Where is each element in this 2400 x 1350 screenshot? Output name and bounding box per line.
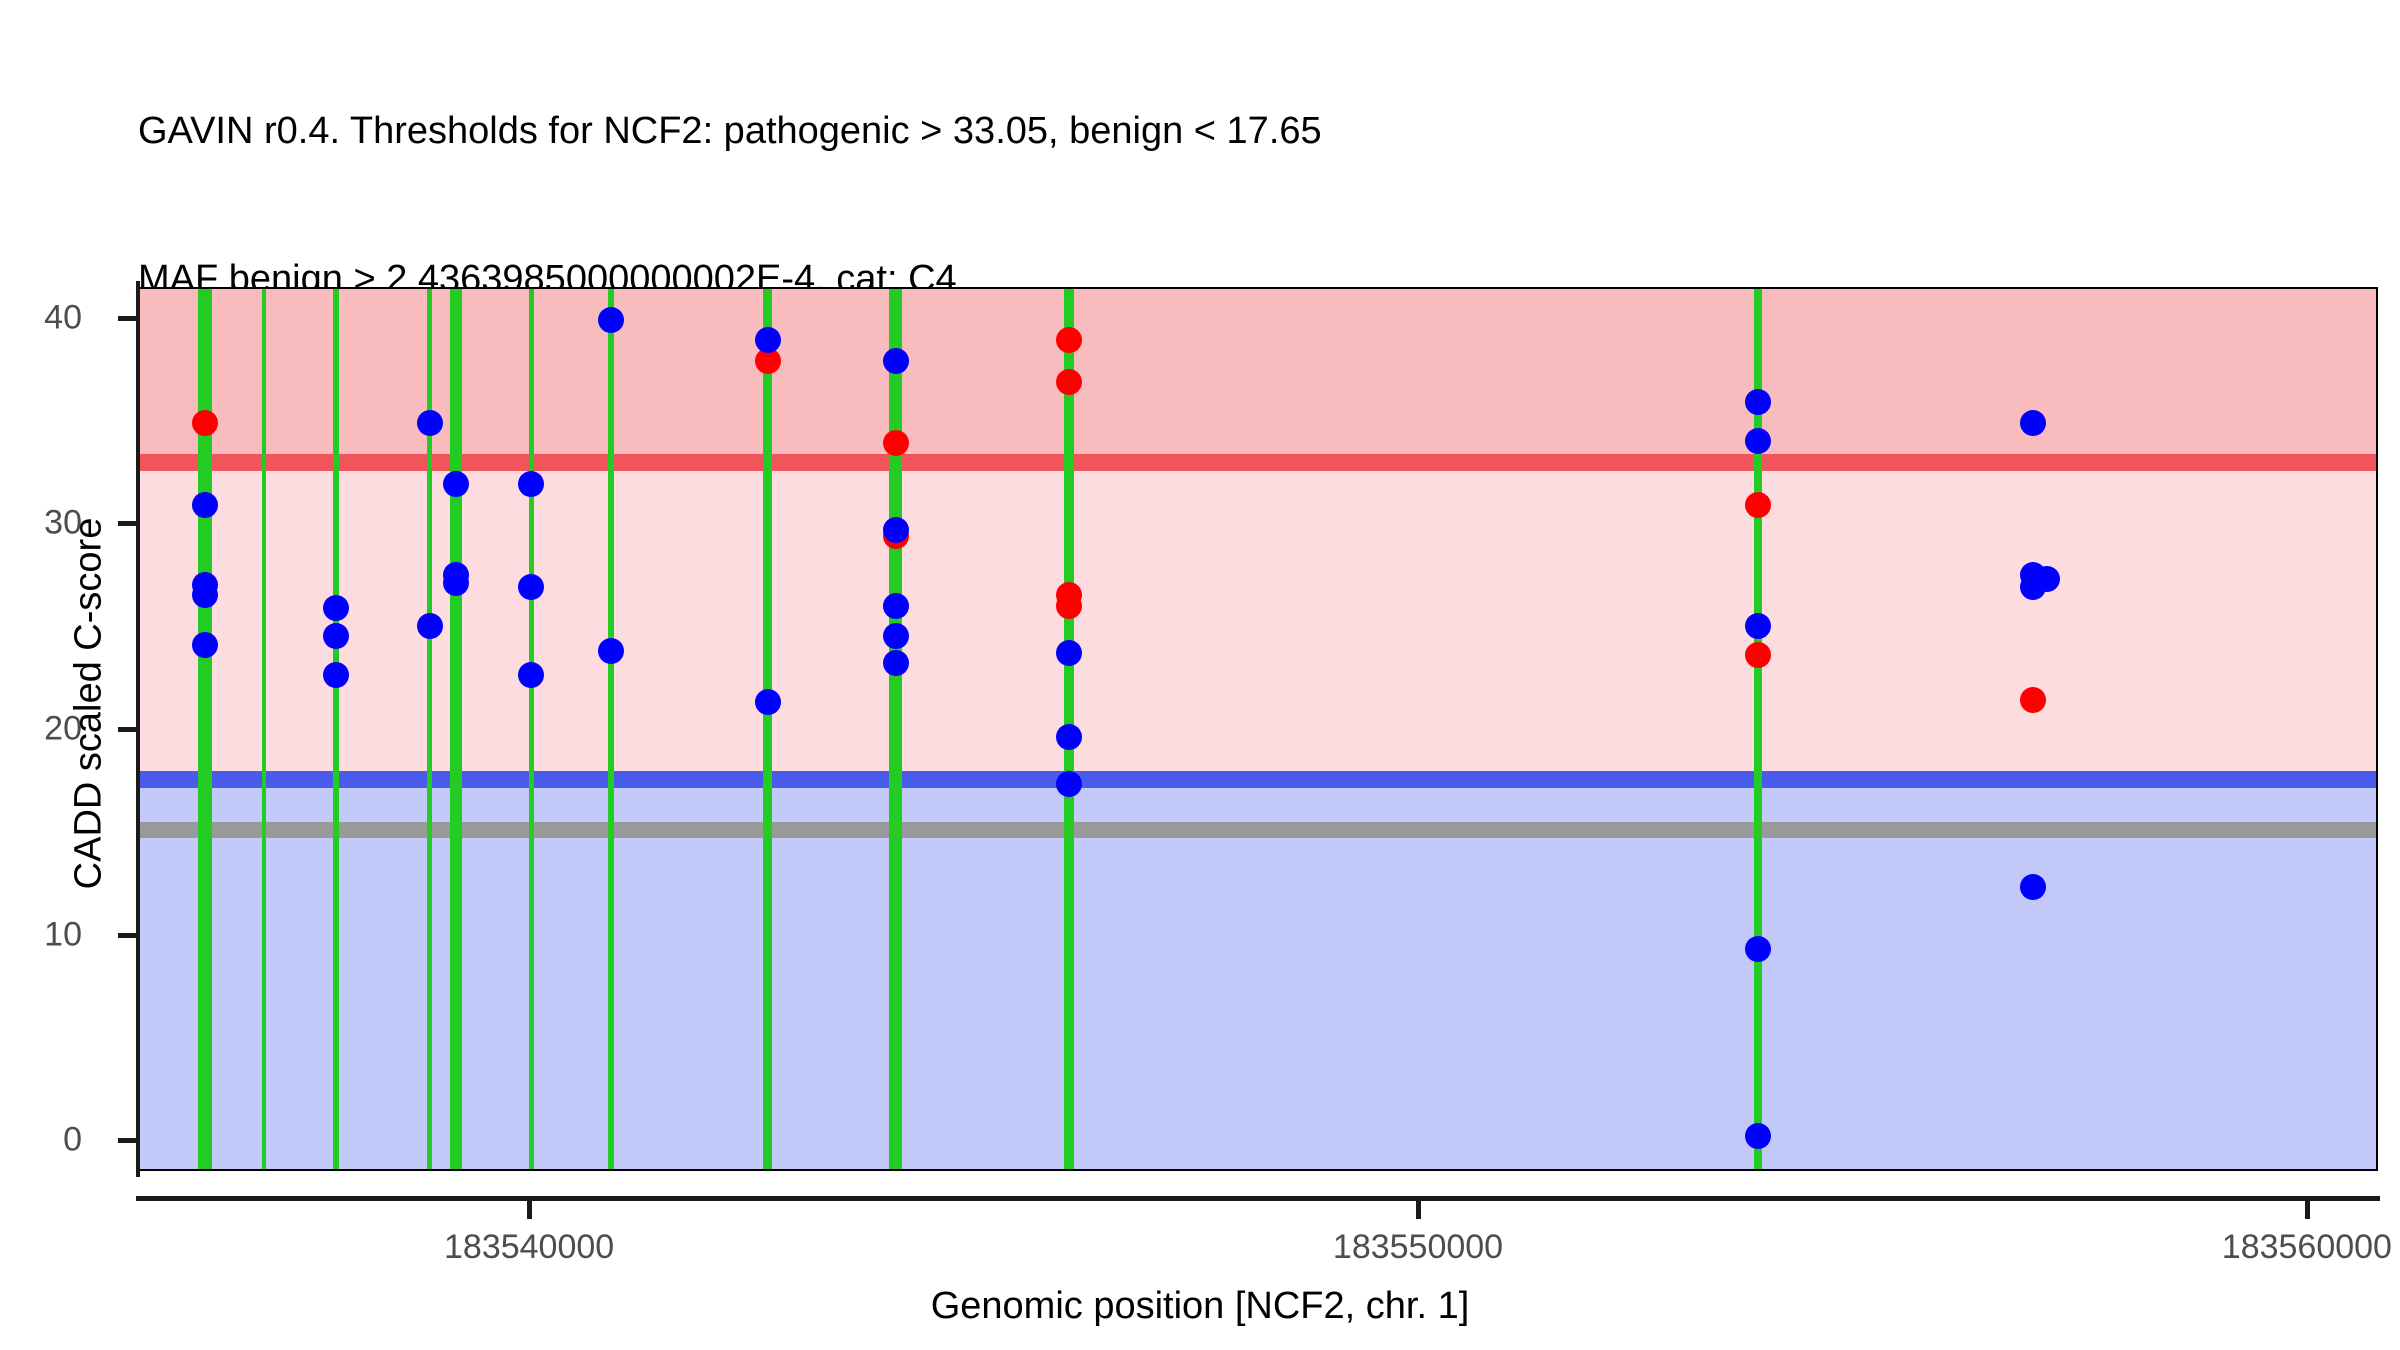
y-tick-label: 30: [44, 503, 82, 542]
x-axis-line: [136, 1196, 2380, 1201]
x-axis-title: Genomic position [NCF2, chr. 1]: [930, 1285, 1470, 1327]
variant-dot-benign: [1055, 639, 1082, 666]
variant-dot-benign: [416, 409, 443, 436]
threshold-line-fallback: [140, 821, 2376, 838]
variant-dot-benign: [191, 491, 218, 518]
variant-dot-benign: [518, 662, 545, 689]
x-tick-mark: [527, 1201, 533, 1219]
variant-dot-benign: [416, 613, 443, 640]
variant-dot-benign: [882, 592, 909, 619]
exon-line: [763, 289, 773, 1169]
variant-dot-pathogenic: [882, 430, 909, 457]
exon-line: [332, 289, 339, 1169]
variant-dot-pathogenic: [1055, 592, 1082, 619]
exon-line: [608, 289, 615, 1169]
y-tick-label: 40: [44, 298, 82, 337]
variant-dot-benign: [598, 637, 625, 664]
variant-dot-benign: [1744, 613, 1771, 640]
variant-dot-benign: [1744, 935, 1771, 962]
variant-dot-benign: [191, 631, 218, 658]
variant-dot-pathogenic: [1055, 368, 1082, 395]
exon-line: [528, 289, 534, 1169]
variant-dot-benign: [1744, 428, 1771, 455]
x-tick-mark: [2304, 1201, 2310, 1219]
y-axis-title: CADD scaled C-score: [67, 517, 110, 890]
variant-dot-benign: [442, 471, 469, 498]
variant-dot-benign: [882, 516, 909, 543]
variant-dot-pathogenic: [1744, 641, 1771, 668]
variant-dot-benign: [1055, 771, 1082, 798]
band-pathogenic-upper: [140, 289, 2376, 463]
variant-dot-benign: [191, 582, 218, 609]
variant-dot-benign: [1744, 1122, 1771, 1149]
variant-dot-benign: [882, 623, 909, 650]
threshold-line-pathogenic: [140, 454, 2376, 472]
x-tick-label: 183560000: [2221, 1228, 2392, 1266]
variant-dot-benign: [754, 327, 781, 354]
y-tick-mark: [118, 315, 137, 321]
variant-dot-benign: [1744, 389, 1771, 416]
exon-line: [449, 289, 462, 1169]
exon-line: [262, 289, 267, 1169]
y-tick-mark: [118, 727, 137, 732]
variant-dot-benign: [1055, 724, 1082, 751]
y-tick-label: 20: [44, 709, 82, 748]
variant-dot-benign: [754, 689, 781, 716]
x-tick-mark: [1416, 1201, 1421, 1219]
variant-dot-benign: [882, 347, 909, 374]
exon-line: [1753, 289, 1762, 1169]
variant-dot-pathogenic: [1055, 327, 1082, 354]
y-tick-label: 10: [44, 915, 82, 954]
x-tick-label: 183550000: [1332, 1228, 1504, 1266]
exon-line: [427, 289, 433, 1169]
variant-dot-benign: [442, 569, 469, 596]
variant-dot-pathogenic: [2020, 687, 2047, 714]
variant-dot-benign: [518, 471, 545, 498]
variant-dot-benign: [322, 662, 349, 689]
variant-dot-pathogenic: [191, 409, 218, 436]
variant-dot-benign: [518, 574, 545, 601]
variant-dot-benign: [322, 594, 349, 621]
threshold-line-benign: [140, 770, 2376, 788]
x-tick-label: 183540000: [444, 1228, 615, 1266]
y-axis-line: [136, 281, 140, 1177]
variant-dot-benign: [322, 623, 349, 650]
y-tick-mark: [118, 932, 137, 938]
variant-dot-benign: [2020, 874, 2047, 901]
y-tick-mark: [118, 1138, 137, 1144]
y-tick-label: 0: [63, 1120, 82, 1159]
variant-dot-benign: [2033, 565, 2060, 592]
band-pathogenic-lower: [140, 462, 2376, 780]
variant-dot-benign: [882, 650, 909, 677]
scatter-plot-area: [138, 287, 2378, 1171]
exon-line: [889, 289, 903, 1169]
variant-dot-benign: [2020, 409, 2047, 436]
variant-dot-pathogenic: [1744, 491, 1771, 518]
y-tick-mark: [118, 521, 137, 527]
title-line-1: GAVIN r0.4. Thresholds for NCF2: pathoge…: [138, 109, 1322, 152]
band-benign: [140, 779, 2376, 1169]
variant-dot-benign: [598, 306, 625, 333]
